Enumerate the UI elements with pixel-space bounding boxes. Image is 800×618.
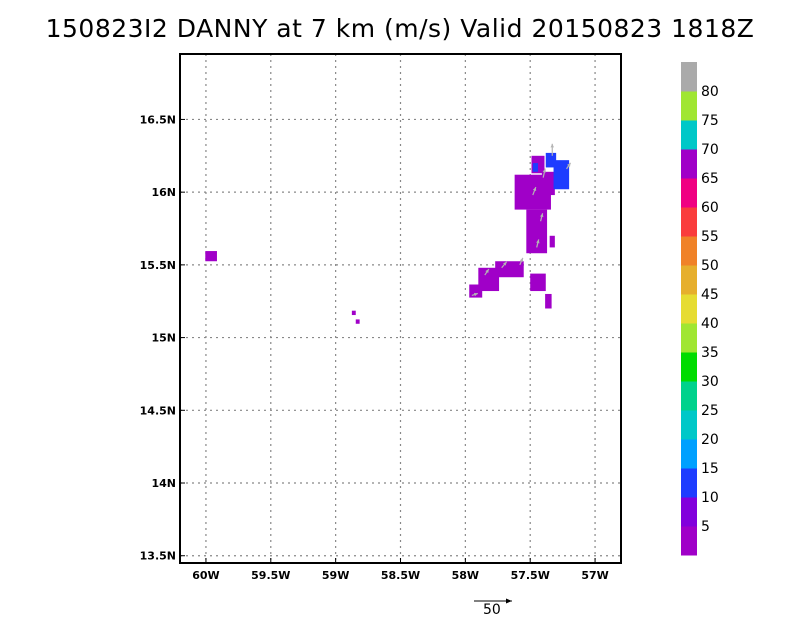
wind-vector	[532, 186, 537, 196]
reference-vector: 50	[474, 598, 512, 618]
colorbar-box	[681, 149, 697, 179]
y-tick-label: 16.5N	[140, 113, 176, 126]
wind-vector	[536, 239, 540, 248]
data-cells	[205, 152, 570, 324]
y-tick-label: 15.5N	[140, 259, 176, 272]
wind-vectors	[471, 143, 572, 297]
data-cell	[495, 261, 524, 278]
data-cell	[355, 319, 360, 324]
colorbar-box	[681, 62, 697, 92]
y-tick-label: 14N	[151, 477, 176, 490]
x-tick-label: 59W	[322, 569, 349, 582]
colorbar-label: 35	[701, 345, 719, 361]
y-tick-label: 16N	[151, 186, 176, 199]
grid-lines	[180, 54, 621, 563]
colorbar-box	[681, 207, 697, 237]
data-cell	[553, 160, 570, 190]
data-cell	[541, 171, 555, 196]
colorbar-label: 65	[701, 171, 719, 187]
data-cell	[530, 273, 546, 292]
x-tick-label: 60W	[192, 569, 219, 582]
colorbar-label: 30	[701, 374, 719, 390]
colorbar-label: 60	[701, 200, 719, 216]
data-cell	[478, 267, 500, 292]
wind-vector	[501, 261, 508, 269]
colorbar-label: 5	[701, 519, 710, 535]
colorbar-box	[681, 323, 697, 353]
colorbar-box	[681, 381, 697, 411]
colorbar-box	[681, 410, 697, 440]
wind-vector	[566, 162, 572, 170]
data-cell	[532, 163, 538, 172]
data-cell	[545, 152, 557, 168]
reference-vector-label: 50	[483, 602, 501, 618]
colorbar-box	[681, 439, 697, 469]
colorbar-box	[681, 120, 697, 150]
wind-vector	[542, 168, 547, 178]
colorbar-label: 75	[701, 113, 719, 129]
colorbar-box	[681, 497, 697, 527]
colorbar-label: 55	[701, 229, 719, 245]
colorbar-label: 50	[701, 258, 719, 274]
colorbar-box	[681, 294, 697, 324]
colorbar-label: 45	[701, 287, 719, 303]
y-tick-label: 13.5N	[140, 550, 176, 563]
y-tick-label: 15N	[151, 332, 176, 345]
data-cell	[526, 209, 548, 254]
x-tick-label: 57.5W	[511, 569, 550, 582]
x-tick-label: 58W	[452, 569, 479, 582]
colorbar-box	[681, 265, 697, 295]
wind-vector	[540, 213, 544, 222]
data-cell	[351, 310, 356, 316]
x-tick-label: 58.5W	[381, 569, 420, 582]
y-tick-label: 14.5N	[140, 404, 176, 417]
colorbar-label: 40	[701, 316, 719, 332]
x-tick-label: 57W	[581, 569, 608, 582]
wind-vector	[471, 292, 479, 297]
colorbar-label: 20	[701, 432, 719, 448]
colorbar-box	[681, 468, 697, 498]
chart-title: 150823I2 DANNY at 7 km (m/s) Valid 20150…	[45, 14, 755, 43]
x-tick-label: 59.5W	[251, 569, 290, 582]
data-cell	[549, 235, 555, 248]
colorbar-box	[681, 352, 697, 382]
colorbar-label: 10	[701, 490, 719, 506]
colorbar: 5 10 15 20 25 30 35 40 45 50 55 60 65 70 75 80	[681, 62, 719, 556]
wind-vector	[484, 268, 490, 276]
colorbar-label: 70	[701, 142, 719, 158]
colorbar-box	[681, 178, 697, 208]
colorbar-label: 15	[701, 461, 719, 477]
colorbar-box	[681, 526, 697, 556]
plot-frame	[179, 53, 622, 564]
colorbar-label: 80	[701, 84, 719, 100]
colorbar-label: 25	[701, 403, 719, 419]
wind-vector	[550, 143, 554, 156]
reference-vector-head	[506, 598, 512, 604]
data-cell	[205, 251, 217, 262]
data-cell	[545, 293, 552, 309]
colorbar-box	[681, 91, 697, 121]
x-tick-labels: 60W 59.5W 59W 58.5W 58W 57.5W 57W	[192, 569, 609, 582]
colorbar-box	[681, 236, 697, 266]
y-tick-labels: 13.5N 14N 14.5N 15N 15.5N 16N 16.5N	[140, 113, 176, 562]
wind-vector	[519, 257, 524, 266]
